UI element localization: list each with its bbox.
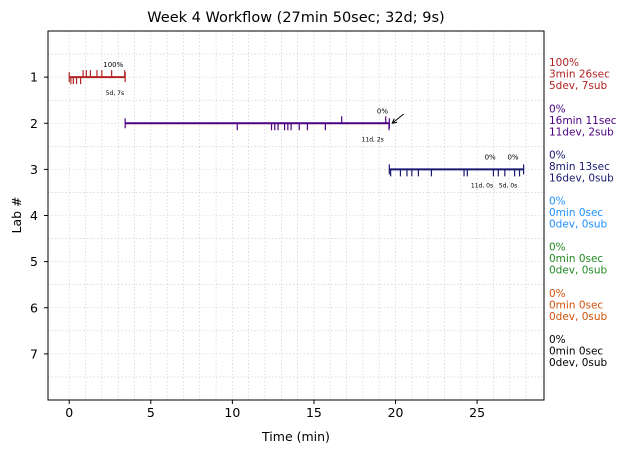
lab-4-summary-time: 0min 0sec — [549, 207, 603, 219]
x-tick-label: 15 — [306, 405, 322, 420]
lab-6-summary-percent: 0% — [549, 288, 566, 300]
x-tick-label: 10 — [224, 405, 240, 420]
lab-1-summary-percent: 100% — [549, 57, 579, 69]
y-tick-label: 4 — [30, 208, 38, 223]
series-layer: 100% 5d, 7s 0% 11d, 2s 0% 0% 11d, 0s 5d, 0s — [68, 61, 525, 189]
lab-5-summary-time: 0min 0sec — [549, 253, 603, 265]
x-axis-label: Time (min) — [261, 429, 330, 444]
y-tick-label: 2 — [30, 116, 38, 131]
y-tick-label: 7 — [30, 346, 38, 361]
y-axis-label: Lab # — [9, 196, 24, 233]
lab-3-counts-label: 5d, 0s — [499, 182, 517, 189]
lab-7-summary-time: 0min 0sec — [549, 345, 603, 357]
x-tick-label: 25 — [469, 405, 485, 420]
lab-3-summary-counts: 16dev, 0sub — [549, 172, 614, 184]
lab-3-percent-label: 0% — [485, 153, 496, 161]
x-tick-label: 20 — [388, 405, 404, 420]
x-tick-label: 5 — [147, 405, 155, 420]
y-tick-label: 6 — [30, 300, 38, 315]
annotation-arrow-shaft — [391, 113, 404, 124]
lab-1-counts-label: 5d, 7s — [106, 90, 124, 97]
lab-1-summary-counts: 5dev, 7sub — [549, 80, 608, 92]
y-tick-label: 3 — [30, 162, 38, 177]
lab-3-counts-label: 11d, 0s — [471, 182, 493, 189]
lab-3-percent-label: 0% — [507, 153, 518, 161]
lab-5-summary-percent: 0% — [549, 242, 566, 254]
lab-4-summary-counts: 0dev, 0sub — [549, 219, 608, 231]
lab-3-summary-time: 8min 13sec — [549, 161, 610, 173]
lab-6-summary-time: 0min 0sec — [549, 299, 603, 311]
lab-7-summary-percent: 0% — [549, 334, 566, 346]
lab-2-counts-label: 11d, 2s — [362, 136, 384, 143]
annotation-arrow-head — [391, 118, 398, 124]
grid — [48, 31, 544, 400]
axis-layer: 0 5 10 15 20 25 1 2 3 4 5 6 7 — [30, 70, 485, 420]
lab-1-summary-time: 3min 26sec — [549, 69, 610, 81]
lab-3-summary-percent: 0% — [549, 149, 566, 161]
lab-6-summary-counts: 0dev, 0sub — [549, 311, 608, 323]
lab-5-summary-counts: 0dev, 0sub — [549, 265, 608, 277]
lab-2-summary-counts: 11dev, 2sub — [549, 126, 614, 138]
lab-1-percent-label: 100% — [103, 61, 123, 69]
y-tick-label: 1 — [30, 70, 38, 85]
chart-title: Week 4 Workflow (27min 50sec; 32d; 9s) — [147, 10, 444, 26]
lab-7-summary-counts: 0dev, 0sub — [549, 357, 608, 369]
lab-2-percent-label: 0% — [377, 107, 388, 115]
lab-2-summary-percent: 0% — [549, 103, 566, 115]
y-tick-label: 5 — [30, 254, 38, 269]
lab-4-summary-percent: 0% — [549, 196, 566, 208]
lab-2-summary-time: 16min 11sec — [549, 115, 617, 127]
x-tick-label: 0 — [65, 405, 73, 420]
